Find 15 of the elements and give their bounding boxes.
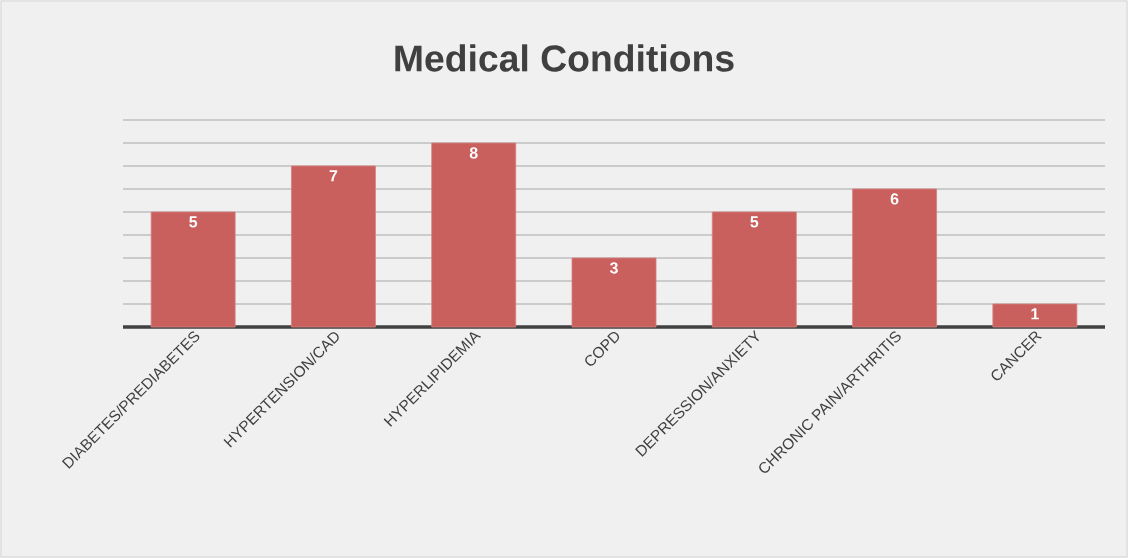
data-label: 7 [329, 170, 338, 182]
data-label: 3 [609, 262, 618, 274]
bar [291, 165, 376, 328]
data-label: 5 [189, 216, 198, 228]
chart-title: Medical Conditions [395, 44, 734, 72]
data-label: 8 [469, 147, 478, 159]
bar [571, 257, 657, 328]
data-label: 5 [750, 216, 759, 228]
data-label: 1 [1031, 308, 1039, 320]
bar [711, 211, 797, 328]
data-label: 6 [890, 193, 899, 205]
bar [992, 303, 1078, 328]
bar [150, 211, 236, 328]
bar [852, 188, 937, 328]
bar [431, 142, 517, 328]
